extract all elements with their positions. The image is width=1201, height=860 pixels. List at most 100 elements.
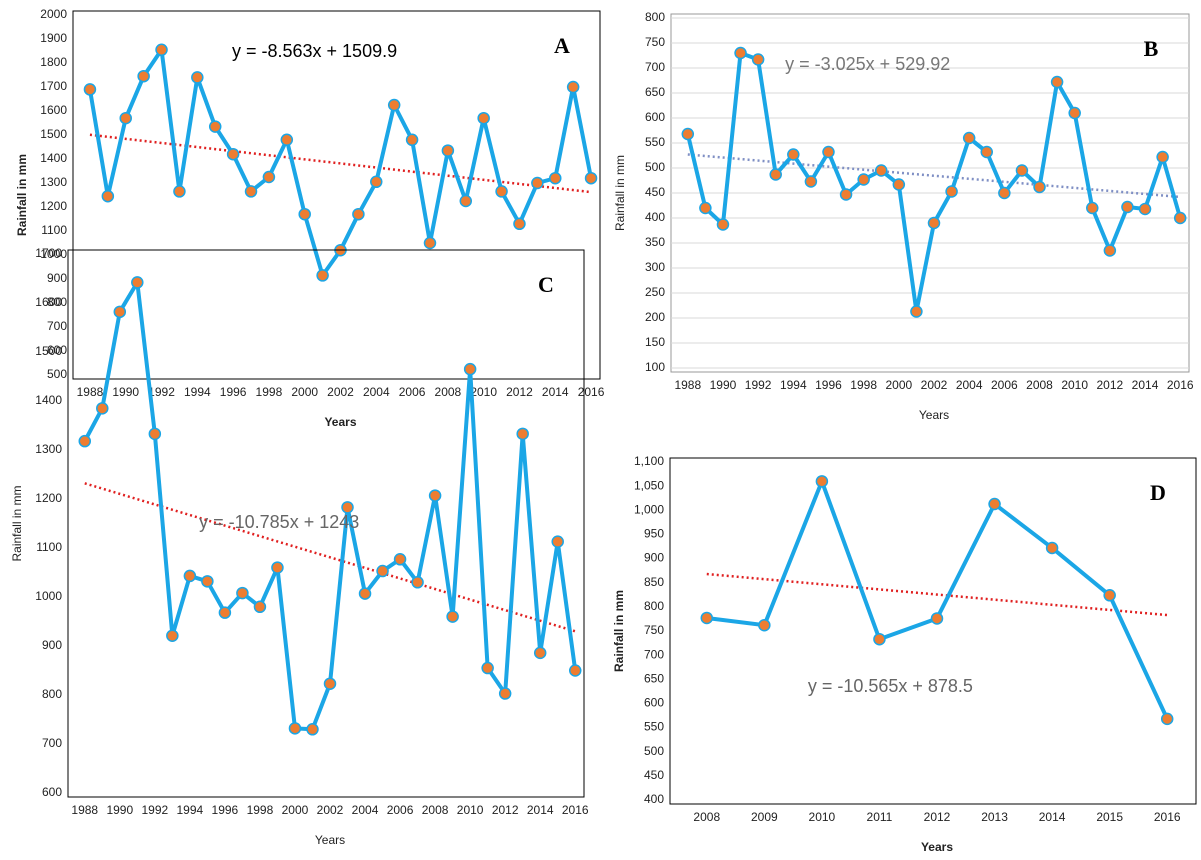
y-tick-label: 1700: [40, 79, 67, 93]
plot-frame: [67, 249, 585, 798]
y-axis-label: Rainfall in mm: [612, 590, 626, 672]
point: [533, 646, 547, 660]
x-tick-label: 2008: [422, 803, 449, 817]
y-tick-label: 800: [47, 295, 67, 309]
y-tick-label: 800: [42, 687, 62, 701]
x-tick-label: 2016: [562, 803, 589, 817]
point: [1138, 202, 1152, 216]
point: [236, 586, 249, 600]
x-tick-label: 1988: [77, 385, 104, 399]
point: [352, 207, 365, 221]
y-tick-label: 1,000: [634, 502, 664, 516]
point: [1033, 180, 1046, 194]
y-tick-label: 1200: [40, 199, 67, 213]
y-tick-label: 1800: [40, 55, 67, 69]
point: [734, 46, 747, 60]
point: [226, 147, 240, 161]
y-tick-label: 650: [644, 671, 664, 685]
point: [516, 427, 529, 441]
x-tick-label: 2000: [885, 378, 912, 392]
point: [681, 127, 695, 141]
x-tick-label: 1996: [220, 385, 247, 399]
y-tick-label: 100: [645, 360, 665, 374]
x-tick-label: 1992: [745, 378, 772, 392]
y-tick-label: 700: [47, 319, 67, 333]
y-tick-label: 1,100: [634, 454, 664, 468]
x-tick-label: 2012: [1097, 378, 1124, 392]
point: [1173, 211, 1187, 225]
point: [1103, 589, 1116, 602]
panel-label: B: [1144, 36, 1159, 61]
point: [566, 80, 580, 94]
y-tick-label: 1200: [35, 491, 62, 505]
point: [131, 276, 144, 289]
x-axis-label: Years: [324, 415, 356, 429]
point: [298, 207, 311, 221]
x-tick-label: 1988: [674, 378, 701, 392]
x-tick-label: 2008: [435, 385, 462, 399]
point: [927, 216, 941, 230]
x-tick-label: 2004: [363, 385, 390, 399]
y-tick-label: 800: [644, 599, 664, 613]
point: [477, 111, 490, 125]
x-tick-label: 2012: [924, 810, 951, 824]
x-tick-label: 2006: [991, 378, 1018, 392]
x-tick-label: 2010: [470, 385, 497, 399]
x-tick-label: 2012: [506, 385, 533, 399]
y-tick-label: 1,050: [634, 478, 664, 492]
point: [428, 489, 442, 502]
point: [393, 553, 407, 566]
y-tick-label: 1700: [35, 246, 62, 260]
point: [1086, 201, 1099, 215]
y-axis-label: Rainfall in mm: [613, 155, 627, 231]
y-tick-label: 650: [645, 85, 665, 99]
y-tick-label: 300: [645, 260, 665, 274]
y-tick-label: 700: [42, 736, 62, 750]
point: [716, 218, 730, 231]
point: [1068, 106, 1081, 120]
x-tick-label: 1990: [710, 378, 737, 392]
point: [173, 185, 186, 198]
y-tick-label: 550: [644, 720, 664, 734]
x-tick-label: 2011: [867, 810, 893, 824]
point: [980, 145, 994, 159]
x-tick-label: 2016: [1167, 378, 1194, 392]
y-tick-label: 900: [42, 638, 62, 652]
x-tick-label: 2006: [387, 803, 414, 817]
plot-frame: [669, 457, 1197, 805]
panel-label: C: [538, 272, 554, 297]
point: [405, 133, 419, 147]
y-tick-label: 1300: [40, 175, 67, 189]
x-tick-label: 1992: [141, 803, 168, 817]
x-tick-label: 2010: [1061, 378, 1088, 392]
y-tick-label: 350: [645, 235, 665, 249]
y-axis-label: Rainfall in mm: [10, 485, 24, 561]
point: [1050, 75, 1064, 89]
point: [376, 564, 389, 578]
y-tick-label: 450: [645, 185, 665, 199]
y-tick-label: 1500: [35, 344, 62, 358]
point: [551, 535, 564, 548]
y-tick-label: 700: [644, 647, 664, 661]
point: [945, 185, 958, 198]
y-tick-label: 600: [644, 696, 664, 710]
x-tick-label: 2006: [399, 385, 426, 399]
point: [495, 185, 508, 198]
point: [148, 427, 162, 441]
panel-label: D: [1150, 480, 1166, 505]
x-tick-label: 2009: [751, 810, 778, 824]
point: [463, 362, 477, 376]
x-tick-label: 2002: [327, 385, 354, 399]
y-tick-label: 500: [47, 367, 67, 381]
trend-equation: y = -10.565x + 878.5: [808, 676, 973, 696]
point: [441, 144, 455, 157]
y-tick-label: 1100: [41, 223, 67, 237]
y-tick-label: 1300: [35, 442, 62, 456]
x-tick-label: 2004: [352, 803, 379, 817]
x-tick-label: 1988: [71, 803, 98, 817]
x-tick-label: 2010: [457, 803, 484, 817]
y-tick-label: 500: [645, 160, 665, 174]
x-tick-label: 2010: [809, 810, 836, 824]
point: [96, 402, 109, 415]
